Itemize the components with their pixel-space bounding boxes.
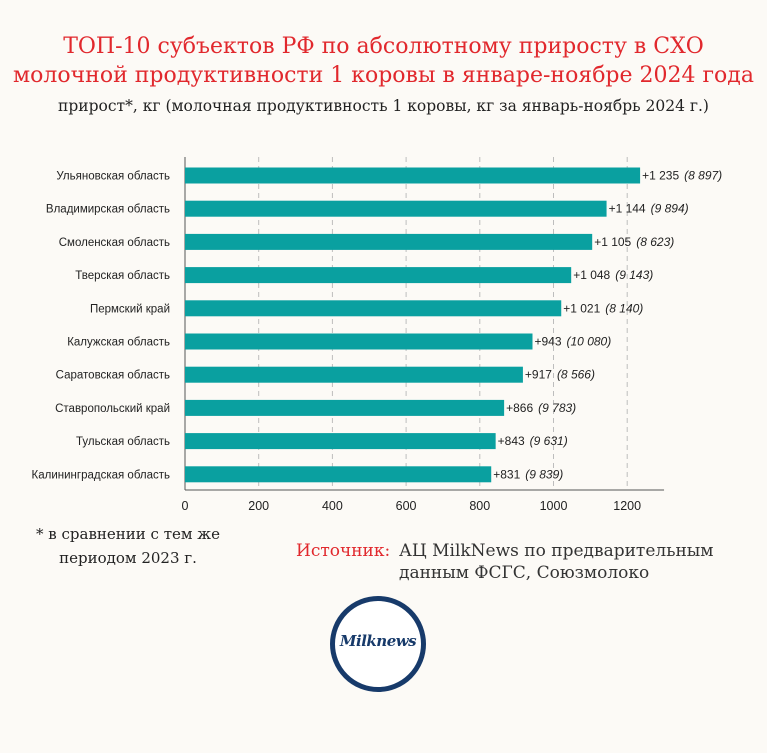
x-tick-label: 0 bbox=[182, 499, 189, 513]
logo-text: Milknews bbox=[339, 632, 417, 650]
chart-title-line-2: молочной продуктивности 1 коровы в январ… bbox=[13, 63, 754, 88]
bar bbox=[185, 200, 607, 217]
category-label: Пермский край bbox=[90, 303, 170, 315]
value-label: +1 235 bbox=[642, 169, 679, 183]
source-note: Источник: АЦ MilkNews по предварительным… bbox=[296, 540, 756, 583]
x-tick-label: 800 bbox=[469, 499, 490, 513]
value-label: +1 105 bbox=[594, 235, 631, 249]
secondary-value-label: (9 631) bbox=[530, 434, 568, 448]
bar bbox=[185, 466, 492, 483]
secondary-value-label: (9 143) bbox=[615, 268, 653, 282]
x-tick-label: 200 bbox=[248, 499, 269, 513]
value-label: +1 021 bbox=[563, 301, 600, 315]
x-tick-label: 400 bbox=[322, 499, 343, 513]
secondary-value-label: (9 783) bbox=[538, 401, 576, 415]
value-label: +1 144 bbox=[609, 202, 646, 216]
milknews-logo: Milknews bbox=[330, 596, 426, 692]
secondary-value-label: (9 894) bbox=[651, 202, 689, 216]
x-tick-label: 1200 bbox=[613, 499, 641, 513]
bar bbox=[185, 267, 572, 284]
category-label: Ставропольский край bbox=[55, 403, 170, 415]
footnote-line-1: * в сравнении с тем же bbox=[36, 525, 220, 543]
bar bbox=[185, 333, 533, 350]
footnote: * в сравнении с тем же периодом 2023 г. bbox=[28, 522, 228, 570]
value-label: +943 bbox=[534, 335, 561, 349]
bar bbox=[185, 433, 496, 450]
chart-title-line-1: ТОП-10 субъектов РФ по абсолютному приро… bbox=[63, 34, 704, 59]
category-label: Ульяновская область bbox=[56, 171, 170, 183]
bar bbox=[185, 233, 593, 250]
category-label: Калужская область bbox=[67, 337, 170, 349]
category-label: Саратовская область bbox=[56, 370, 170, 382]
value-label: +917 bbox=[525, 368, 552, 382]
bar bbox=[185, 366, 523, 383]
footnote-line-2: периодом 2023 г. bbox=[59, 549, 197, 567]
category-label: Смоленская область bbox=[59, 237, 170, 249]
bar bbox=[185, 167, 641, 184]
value-label: +843 bbox=[498, 434, 525, 448]
x-tick-label: 600 bbox=[396, 499, 417, 513]
secondary-value-label: (8 897) bbox=[684, 169, 722, 183]
source-label: Источник: bbox=[296, 541, 391, 561]
secondary-value-label: (10 080) bbox=[567, 335, 612, 349]
value-label: +866 bbox=[506, 401, 533, 415]
secondary-value-label: (9 839) bbox=[525, 467, 563, 481]
bar-chart: 0 200 400 600 800 1000 1200 Ульяновская область… bbox=[32, 157, 722, 513]
secondary-value-label: (8 566) bbox=[557, 368, 595, 382]
category-label: Тульская область bbox=[76, 436, 170, 448]
bar bbox=[185, 399, 505, 416]
bar bbox=[185, 300, 562, 317]
category-label: Тверская область bbox=[75, 270, 170, 282]
category-label: Владимирская область bbox=[46, 204, 170, 216]
secondary-value-label: (8 623) bbox=[636, 235, 674, 249]
value-label: +1 048 bbox=[573, 268, 610, 282]
source-text: АЦ MilkNews по предварительным данным ФС… bbox=[399, 541, 714, 583]
value-label: +831 bbox=[493, 467, 520, 481]
chart-subtitle: прирост*, кг (молочная продуктивность 1 … bbox=[58, 97, 709, 115]
x-tick-label: 1000 bbox=[540, 499, 568, 513]
category-label: Калининградская область bbox=[32, 469, 170, 481]
secondary-value-label: (8 140) bbox=[605, 301, 643, 315]
